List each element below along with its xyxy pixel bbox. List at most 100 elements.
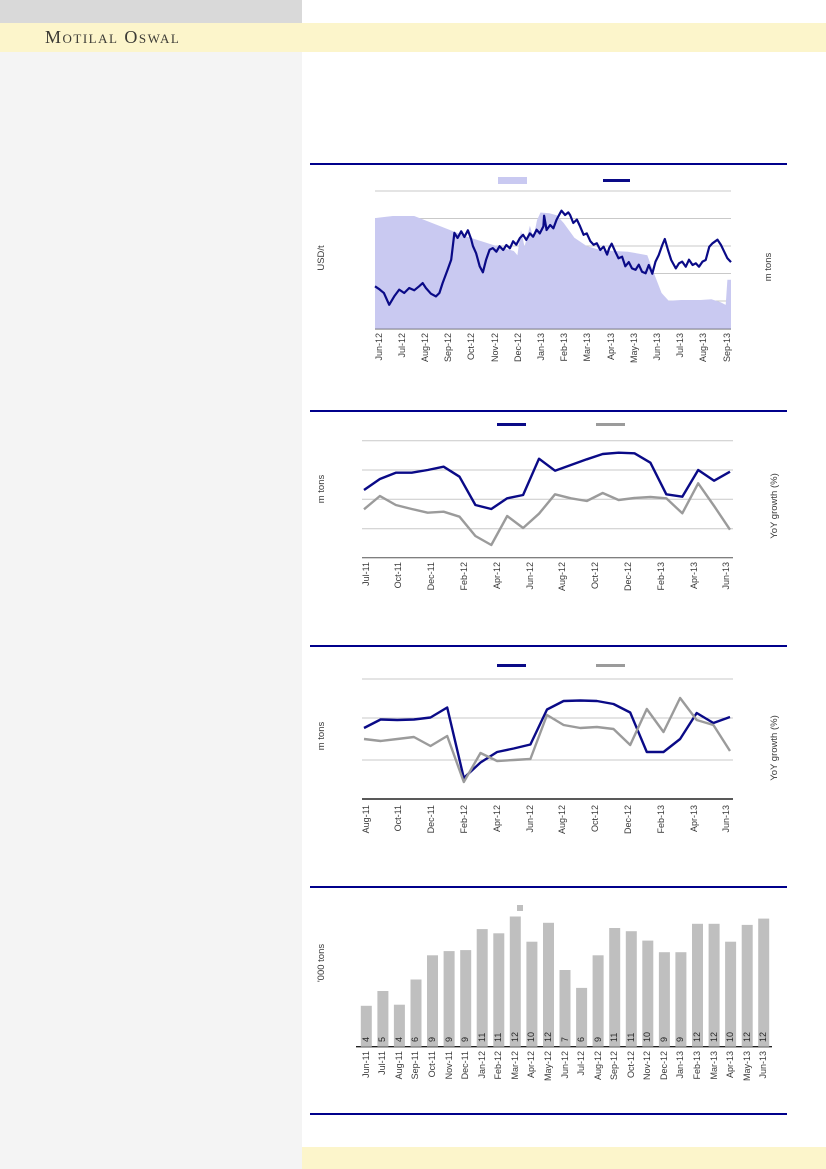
bar-value-label: 6 [410, 1036, 421, 1042]
bar-value-label: 6 [576, 1036, 587, 1042]
x-tick-label: Feb-12 [493, 1050, 504, 1080]
x-tick-label: Apr-13 [605, 333, 616, 361]
bar [526, 941, 538, 1047]
section-separator [310, 163, 787, 165]
x-tick-label: Dec-11 [426, 562, 437, 591]
x-tick-label: Apr-13 [688, 805, 699, 833]
x-tick-label: Apr-12 [491, 562, 502, 590]
bar [592, 955, 604, 1047]
x-tick-label: Jun-12 [524, 562, 535, 590]
chart3-right-axis-label: YoY growth (%) [769, 715, 780, 781]
x-tick-label: Apr-12 [491, 805, 502, 833]
bar-value-label: 12 [692, 1031, 702, 1042]
bar [460, 950, 472, 1047]
navy-series [363, 451, 731, 511]
footer-band [302, 1147, 826, 1169]
x-tick-label: Apr-13 [725, 1050, 736, 1078]
chart3-legend-gray-swatch [596, 664, 625, 667]
x-tick-label: Jul-11 [360, 562, 371, 586]
x-tick-label: Dec-12 [622, 805, 633, 835]
bar-value-label: 9 [658, 1036, 669, 1042]
x-tick-label: Feb-13 [692, 1050, 702, 1080]
x-tick-label: Jun-13 [721, 562, 732, 590]
x-tick-label: Mar-13 [708, 1050, 719, 1080]
gray-series [363, 696, 732, 784]
chart1-left-axis-label: USD/t [316, 245, 327, 271]
gray-series [363, 482, 731, 547]
x-tick-label: Sep-12 [609, 1050, 620, 1080]
bar-value-label: 4 [393, 1036, 404, 1042]
x-tick-label: Aug-12 [592, 1050, 603, 1080]
bar [377, 991, 389, 1047]
bar-value-label: 11 [609, 1032, 620, 1042]
x-tick-label: Sep-13 [721, 333, 732, 363]
x-tick-label: Jun-13 [651, 333, 662, 361]
chart2-legend-gray-swatch [596, 423, 625, 426]
bar [509, 916, 521, 1047]
bar-value-label: 11 [493, 1032, 504, 1042]
bar [609, 928, 621, 1047]
chart3-legend-navy-swatch [497, 664, 526, 667]
chart2-legend-navy-swatch [497, 423, 526, 426]
chart3-left-axis-label: m tons [316, 721, 327, 751]
bar [725, 941, 737, 1047]
x-tick-label: Sep-11 [410, 1050, 421, 1079]
bar [741, 924, 753, 1047]
bar [642, 940, 654, 1047]
x-tick-label: Oct-12 [590, 562, 601, 590]
bar [410, 979, 422, 1047]
section-separator [310, 1113, 787, 1115]
bar-value-label: 10 [642, 1031, 653, 1042]
chart4-plot [356, 916, 772, 1048]
bar-value-label: 12 [509, 1031, 520, 1042]
x-tick-label: Aug-12 [419, 333, 430, 363]
x-tick-label: Feb-13 [655, 805, 666, 834]
bar-value-label: 9 [460, 1036, 471, 1042]
x-tick-label: Aug-11 [360, 805, 371, 834]
bar-value-label: 11 [476, 1032, 487, 1042]
x-tick-label: Jul-12 [396, 333, 407, 358]
x-tick-label: Apr-13 [688, 562, 699, 590]
x-tick-label: May-12 [542, 1050, 553, 1081]
chart1-right-axis-label: m tons [763, 252, 774, 282]
x-tick-label: Apr-12 [526, 1050, 537, 1078]
bar [393, 1004, 405, 1047]
volume-area [375, 212, 731, 329]
chart4-legend-bar-swatch [517, 905, 523, 911]
chart1-legend-area-swatch [498, 177, 527, 184]
chart2-left-axis-label: m tons [316, 474, 327, 504]
bar [476, 929, 488, 1047]
bar-value-label: 12 [542, 1031, 553, 1042]
section-separator [310, 410, 787, 412]
x-tick-label: Jan-12 [476, 1050, 487, 1079]
bar [625, 931, 637, 1047]
chart1-legend-line-swatch [603, 179, 630, 182]
x-tick-label: Aug-11 [393, 1050, 404, 1079]
bar-value-label: 9 [427, 1036, 438, 1042]
x-tick-label: Jun-12 [373, 333, 384, 361]
x-tick-label: Jun-13 [721, 805, 732, 833]
bar-value-label: 12 [741, 1031, 752, 1042]
bar-value-label: 11 [625, 1032, 636, 1042]
bar-value-label: 12 [758, 1031, 769, 1042]
x-tick-label: May-13 [628, 333, 639, 364]
chart4-left-axis-label: '000 tons [316, 943, 327, 983]
navy-series [363, 699, 731, 780]
bar [692, 923, 703, 1047]
x-tick-label: May-13 [741, 1050, 752, 1081]
chart1-plot [374, 190, 732, 330]
x-tick-label: Jul-11 [377, 1050, 388, 1075]
bar-value-label: 9 [443, 1036, 454, 1042]
bar-value-label: 9 [592, 1036, 603, 1042]
x-tick-label: Feb-13 [559, 333, 570, 362]
bar-value-label: 5 [377, 1036, 388, 1042]
brand-logo: Motilal Oswal [45, 27, 181, 47]
x-tick-label: Dec-11 [460, 1050, 471, 1079]
x-tick-label: Oct-11 [393, 805, 404, 832]
bar [493, 933, 505, 1047]
x-tick-label: Feb-13 [655, 562, 666, 591]
x-tick-label: Jul-12 [576, 1050, 587, 1076]
x-tick-label: Oct-12 [466, 333, 477, 361]
x-tick-label: Feb-12 [458, 562, 469, 591]
